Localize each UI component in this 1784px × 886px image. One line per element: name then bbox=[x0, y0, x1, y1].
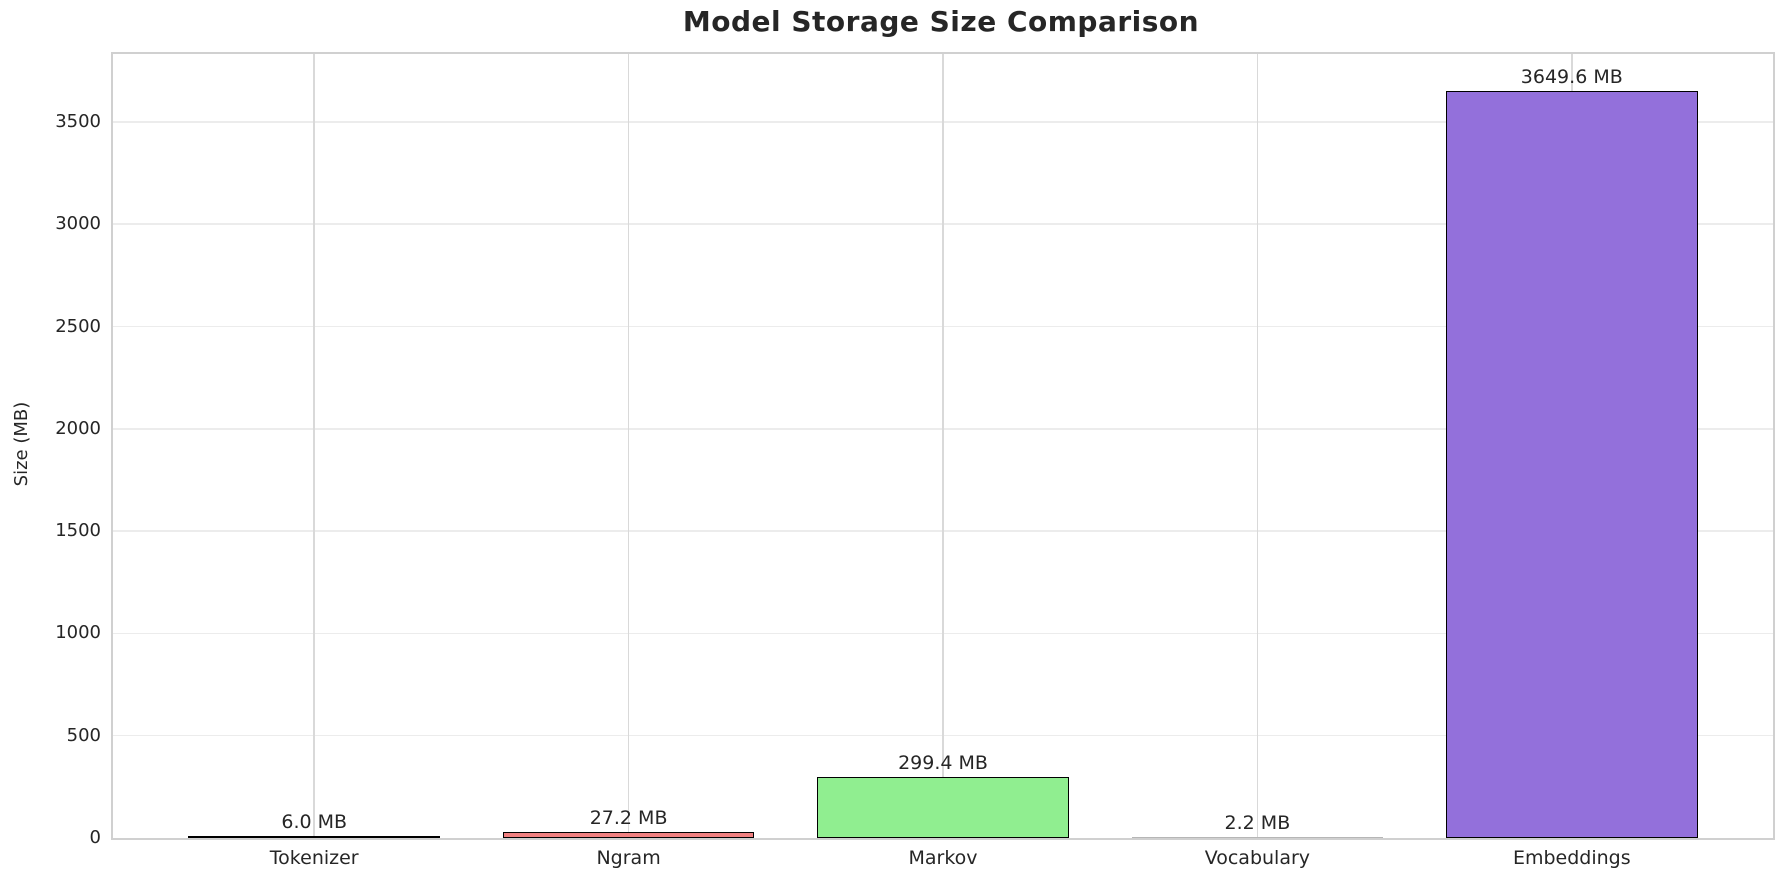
chart-title: Model Storage Size Comparison bbox=[682, 5, 1200, 38]
bar-value-label: 299.4 MB bbox=[898, 751, 988, 774]
x-tick-label: Ngram bbox=[596, 847, 661, 869]
plot-area: 0 500 1000 1500 2000 2500 3000 3500 6.0 MB Tokeni… bbox=[55, 52, 1775, 869]
bar-markov bbox=[817, 776, 1069, 838]
y-tick-label: 1500 bbox=[55, 520, 101, 542]
x-tick-label: Embeddings bbox=[1512, 847, 1631, 869]
bar-ngram bbox=[502, 832, 755, 838]
y-tick-label: 3000 bbox=[55, 213, 101, 235]
bar-value-label: 6.0 MB bbox=[281, 810, 348, 833]
y-tick-label: 3500 bbox=[55, 110, 101, 132]
gridline-v bbox=[1256, 54, 1259, 838]
y-tick-label: 0 bbox=[89, 827, 101, 848]
y-tick-label: 2500 bbox=[55, 315, 101, 337]
bar-value-label: 27.2 MB bbox=[589, 807, 668, 830]
y-tick-label: 500 bbox=[66, 724, 101, 746]
bar-tokenizer bbox=[188, 835, 440, 838]
x-tick-label: Markov bbox=[908, 847, 978, 869]
bar-value-label: 2.2 MB bbox=[1224, 812, 1291, 834]
y-tick-label: 1000 bbox=[55, 622, 101, 644]
gridline-v bbox=[627, 54, 630, 838]
bar-value-label: 3649.6 MB bbox=[1520, 66, 1623, 89]
y-axis-label: Size (MB) bbox=[11, 401, 32, 487]
bar-vocabulary bbox=[1131, 837, 1384, 838]
y-tick-label: 2000 bbox=[55, 417, 101, 439]
x-tick-label: Vocabulary bbox=[1204, 847, 1311, 869]
x-tick-label: Tokenizer bbox=[269, 847, 359, 869]
gridline-v bbox=[313, 54, 315, 838]
bar-embeddings bbox=[1446, 91, 1698, 838]
gridline-v bbox=[942, 54, 944, 838]
